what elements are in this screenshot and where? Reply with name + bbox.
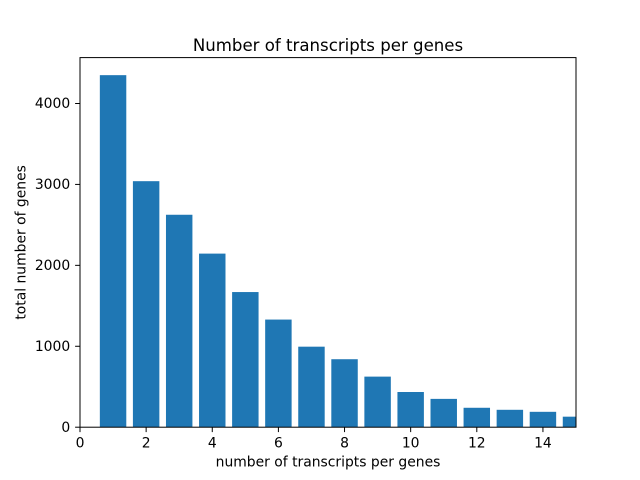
y-tick-label: 4000: [35, 96, 70, 112]
chart-title: Number of transcripts per genes: [193, 36, 463, 55]
y-tick-label: 0: [61, 420, 70, 436]
bar-x1: [99, 75, 127, 428]
x-tick-label: 14: [534, 436, 552, 452]
bar-x6: [265, 319, 292, 428]
bar-x15: [562, 416, 576, 428]
y-tick-label: 2000: [35, 258, 70, 274]
bar-x13: [496, 409, 524, 428]
x-tick-label: 12: [468, 436, 486, 452]
x-axis-ticks: 0 2 4 6 8 10 12 14: [76, 427, 552, 452]
bar-x11: [430, 398, 457, 428]
bar-x10: [397, 392, 424, 428]
bar-x12: [463, 407, 491, 428]
x-axis-label: number of transcripts per genes: [216, 455, 441, 471]
y-axis-ticks: 0 1000 2000 3000 4000: [35, 96, 80, 436]
x-tick-label: 2: [142, 436, 151, 452]
y-axis-label: total number of genes: [14, 165, 30, 320]
x-tick-label: 6: [274, 436, 283, 452]
x-tick-label: 0: [76, 436, 85, 452]
bar-x9: [364, 376, 391, 428]
bar-x2: [132, 181, 160, 428]
bar-x3: [165, 214, 193, 428]
x-tick-label: 4: [208, 436, 217, 452]
y-tick-label: 3000: [35, 177, 70, 193]
bar-x5: [232, 292, 259, 428]
x-tick-label: 8: [340, 436, 349, 452]
y-tick-label: 1000: [35, 339, 70, 355]
bar-x14: [529, 411, 557, 428]
x-tick-label: 10: [402, 436, 420, 452]
bar-x4: [199, 253, 226, 428]
bar-x7: [298, 346, 325, 428]
bars-group: [99, 75, 576, 428]
bar-x8: [331, 359, 358, 428]
plot-frame: [79, 57, 577, 428]
